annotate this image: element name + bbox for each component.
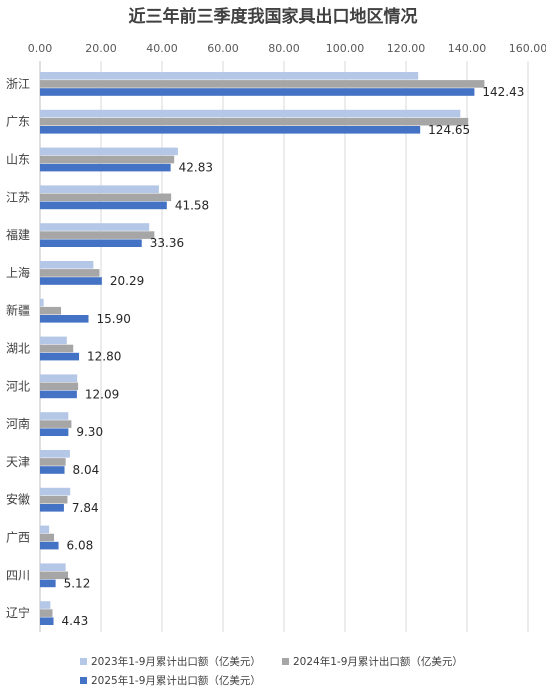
category-label: 上海 <box>6 265 30 280</box>
category-label: 天津 <box>6 455 30 469</box>
bar <box>40 155 175 164</box>
bar <box>40 306 62 315</box>
bar <box>40 185 159 193</box>
bar <box>40 428 69 436</box>
data-label: 15.90 <box>96 312 130 326</box>
bar <box>40 163 171 172</box>
bar <box>40 390 77 399</box>
x-tick-label: 40.00 <box>146 42 178 55</box>
legend-swatch <box>80 658 87 665</box>
data-label: 9.30 <box>76 425 103 439</box>
bar <box>40 344 74 353</box>
bar <box>40 147 178 156</box>
data-label: 12.09 <box>85 387 119 401</box>
bar <box>40 298 44 307</box>
data-label: 124.65 <box>428 123 470 137</box>
category-label: 江苏 <box>6 190 30 204</box>
x-tick-label: 20.00 <box>85 42 117 55</box>
legend-swatch <box>282 658 289 665</box>
legend-label: 2025年1-9月累计出口额（亿美元） <box>91 674 261 687</box>
bar <box>40 261 94 269</box>
bar <box>40 382 79 391</box>
bar <box>40 201 167 210</box>
data-label: 7.84 <box>72 501 99 515</box>
bar <box>40 525 50 534</box>
bar <box>40 495 68 504</box>
bar <box>40 269 100 277</box>
x-tick-label: 140.00 <box>448 42 487 55</box>
category-label: 辽宁 <box>6 605 30 620</box>
bar <box>40 80 485 88</box>
bar <box>40 458 66 466</box>
category-label: 福建 <box>6 227 30 242</box>
legend-label: 2024年1-9月累计出口额（亿美元） <box>293 655 463 668</box>
data-label: 12.80 <box>87 350 121 364</box>
bar <box>40 541 59 550</box>
data-label: 5.12 <box>64 576 91 590</box>
category-label: 四川 <box>6 568 30 582</box>
bar <box>40 315 89 323</box>
data-label: 4.43 <box>62 614 89 628</box>
bar <box>40 533 55 542</box>
x-tick-label: 0.00 <box>28 42 53 55</box>
bar <box>40 412 69 420</box>
bar <box>40 277 102 285</box>
category-label: 安徽 <box>6 492 30 507</box>
category-label: 新疆 <box>6 303 30 318</box>
bar <box>40 193 172 202</box>
bar <box>40 126 421 134</box>
bar <box>40 466 65 474</box>
data-label: 20.29 <box>110 274 144 288</box>
bar <box>40 450 70 458</box>
bar <box>40 579 56 588</box>
bar <box>40 504 64 512</box>
bar <box>40 487 71 496</box>
data-label: 8.04 <box>73 463 100 477</box>
bar <box>40 88 475 96</box>
bar <box>40 109 461 118</box>
data-label: 6.08 <box>67 539 94 553</box>
x-tick-label: 120.00 <box>387 42 426 55</box>
legend-label: 2023年1-9月累计出口额（亿美元） <box>91 655 261 668</box>
category-label: 浙江 <box>6 77 30 91</box>
bar <box>40 609 53 617</box>
x-axis-ticks: 0.00 20.00 40.00 60.00 80.00 100.00 120.00 140.… <box>28 42 546 55</box>
bar <box>40 117 469 126</box>
bar <box>40 563 66 571</box>
grid <box>39 61 529 632</box>
bar <box>40 336 67 345</box>
category-label: 河南 <box>6 416 30 431</box>
category-label: 山东 <box>6 153 30 167</box>
category-label: 广西 <box>6 531 30 545</box>
chart-title: 近三年前三季度我国家具出口地区情况 <box>129 6 418 27</box>
legend-swatch <box>80 677 87 684</box>
legend: 2023年1-9月累计出口额（亿美元） 2024年1-9月累计出口额（亿美元） 20… <box>80 655 463 687</box>
data-label: 42.83 <box>179 161 213 175</box>
bar <box>40 571 69 580</box>
x-tick-label: 80.00 <box>268 42 300 55</box>
x-tick-label: 60.00 <box>207 42 239 55</box>
bars <box>40 72 485 625</box>
bar <box>40 239 142 247</box>
x-tick-label: 160.00 <box>509 42 546 55</box>
data-labels: 142.43 124.65 42.83 41.58 33.36 20.29 15.90 12.… <box>62 85 525 628</box>
bar <box>40 617 54 625</box>
data-label: 33.36 <box>150 236 184 250</box>
bar <box>40 374 78 382</box>
bar <box>40 231 155 239</box>
category-label: 广东 <box>6 115 30 129</box>
x-tick-label: 100.00 <box>326 42 365 55</box>
bar <box>40 72 419 80</box>
data-label: 41.58 <box>175 198 209 212</box>
data-label: 142.43 <box>482 85 524 99</box>
bar <box>40 352 80 361</box>
bar <box>40 223 150 231</box>
category-label: 河北 <box>6 379 30 393</box>
bar <box>40 420 72 428</box>
bar <box>40 601 51 609</box>
category-label: 湖北 <box>6 341 30 356</box>
